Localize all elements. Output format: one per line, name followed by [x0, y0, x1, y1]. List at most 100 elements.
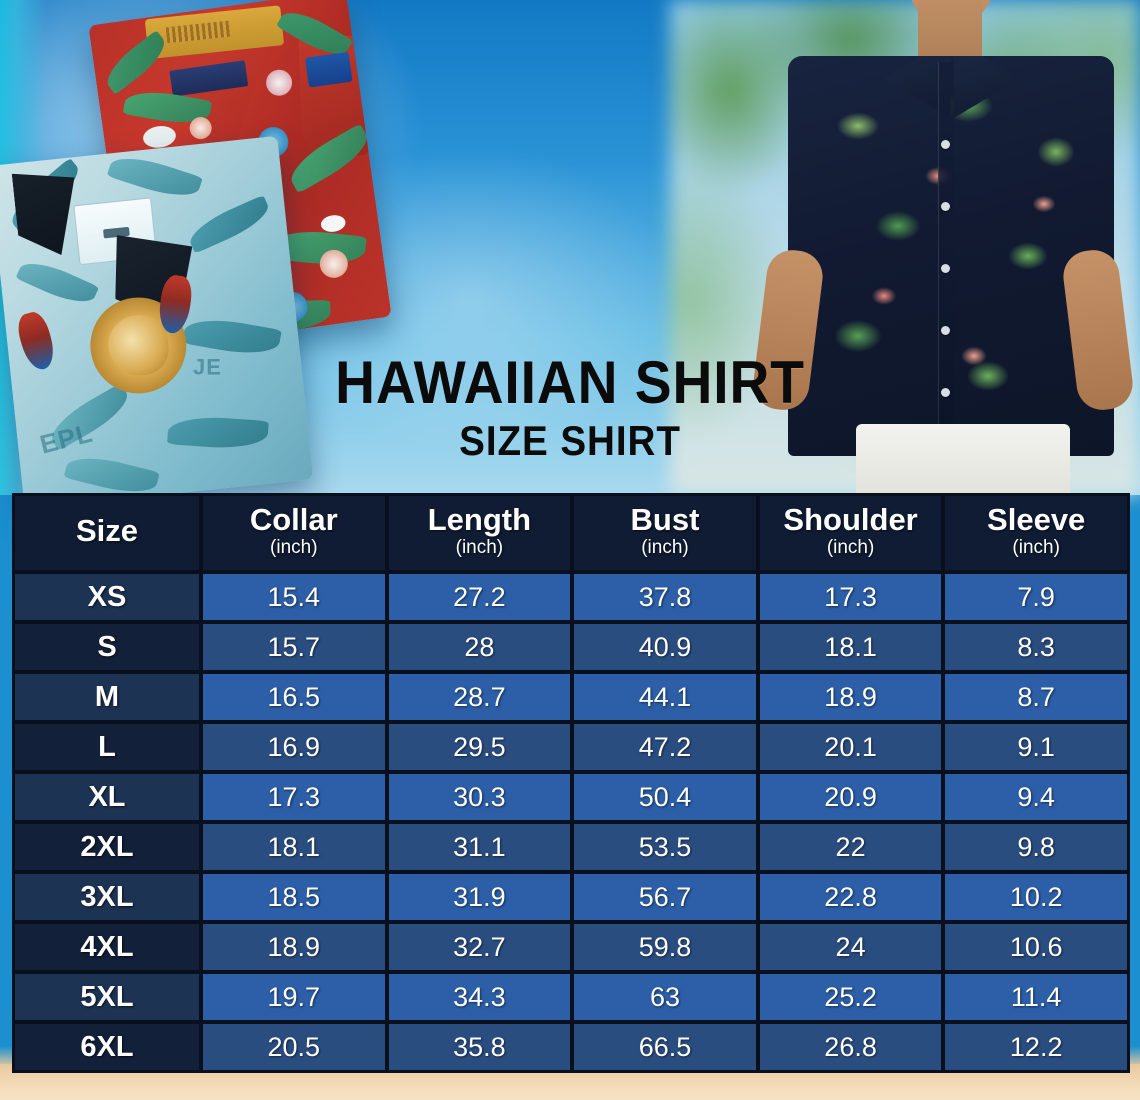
model-photo	[740, 0, 1140, 498]
cell-size: XL	[14, 773, 200, 821]
column-header-shoulder-unit: (inch)	[826, 537, 875, 558]
cell-collar: 20.5	[202, 1023, 386, 1071]
cell-sleeve: 8.7	[944, 673, 1128, 721]
cell-sleeve: 9.1	[944, 723, 1128, 771]
cell-sleeve: 9.8	[944, 823, 1128, 871]
cell-shoulder: 24	[758, 923, 943, 971]
cell-size: 4XL	[14, 923, 200, 971]
cell-size: 6XL	[14, 1023, 200, 1071]
red-shirt-badge	[304, 51, 353, 88]
cell-bust: 66.5	[573, 1023, 757, 1071]
column-header-bust-label: Bust	[630, 502, 700, 537]
model-shirt-placket	[938, 62, 954, 442]
cell-length: 31.1	[387, 823, 572, 871]
table-row: 4XL 18.9 32.7 59.8 24 10.6	[14, 923, 1128, 971]
cell-bust: 56.7	[573, 873, 757, 921]
cell-sleeve: 7.9	[944, 573, 1128, 621]
cell-size: 5XL	[14, 973, 200, 1021]
cell-shoulder: 22.8	[758, 873, 943, 921]
cell-length: 31.9	[387, 873, 572, 921]
cell-length: 29.5	[387, 723, 572, 771]
cell-shoulder: 18.1	[758, 623, 943, 671]
cell-bust: 47.2	[573, 723, 757, 771]
cell-length: 32.7	[387, 923, 572, 971]
cell-bust: 50.4	[573, 773, 757, 821]
table-header: Size Collar (inch) Length (inch) Bust (i…	[14, 495, 1128, 571]
cell-sleeve: 9.4	[944, 773, 1128, 821]
cell-shoulder: 18.9	[758, 673, 943, 721]
cell-sleeve: 8.3	[944, 623, 1128, 671]
cell-bust: 53.5	[573, 823, 757, 871]
cell-collar: 15.4	[202, 573, 386, 621]
column-header-bust-unit: (inch)	[641, 537, 689, 558]
column-header-sleeve: Sleeve (inch)	[944, 495, 1128, 571]
cell-shoulder: 20.9	[758, 773, 943, 821]
cell-collar: 16.9	[202, 723, 386, 771]
size-chart-container: Size Collar (inch) Length (inch) Bust (i…	[12, 493, 1130, 1073]
cell-size: 3XL	[14, 873, 200, 921]
model-white-shorts	[856, 424, 1070, 498]
cell-shoulder: 20.1	[758, 723, 943, 771]
header-row: Size Collar (inch) Length (inch) Bust (i…	[14, 495, 1128, 571]
cell-shoulder: 26.8	[758, 1023, 943, 1071]
cell-bust: 44.1	[573, 673, 757, 721]
cell-collar: 18.1	[202, 823, 386, 871]
cell-collar: 15.7	[202, 623, 386, 671]
cell-length: 30.3	[387, 773, 572, 821]
cell-size: 2XL	[14, 823, 200, 871]
column-header-length-label: Length	[427, 502, 532, 537]
cell-collar: 18.9	[202, 923, 386, 971]
size-chart-table: Size Collar (inch) Length (inch) Bust (i…	[12, 493, 1130, 1073]
column-header-bust: Bust (inch)	[573, 495, 757, 571]
cell-sleeve: 10.2	[944, 873, 1128, 921]
cell-bust: 63	[573, 973, 757, 1021]
table-body: XS 15.4 27.2 37.8 17.3 7.9 S 15.7 28 40.9 18.1 8.3 M…	[14, 573, 1128, 1071]
table-row: M 16.5 28.7 44.1 18.9 8.7	[14, 673, 1128, 721]
blue-hawaiian-shirt: EPL JE	[0, 135, 314, 510]
cell-shoulder: 17.3	[758, 573, 943, 621]
cell-sleeve: 12.2	[944, 1023, 1128, 1071]
cell-length: 28	[387, 623, 572, 671]
table-row: S 15.7 28 40.9 18.1 8.3	[14, 623, 1128, 671]
cell-size: XS	[14, 573, 200, 621]
folded-shirts-photo: EPL JE	[0, 0, 420, 510]
cell-collar: 16.5	[202, 673, 386, 721]
cell-size: L	[14, 723, 200, 771]
table-row: XL 17.3 30.3 50.4 20.9 9.4	[14, 773, 1128, 821]
parrot-motif-left	[13, 309, 59, 374]
table-row: 6XL 20.5 35.8 66.5 26.8 12.2	[14, 1023, 1128, 1071]
column-header-sleeve-unit: (inch)	[1012, 537, 1060, 558]
cell-bust: 40.9	[573, 623, 757, 671]
cell-collar: 19.7	[202, 973, 386, 1021]
cell-size: M	[14, 673, 200, 721]
cell-length: 28.7	[387, 673, 572, 721]
column-header-sleeve-label: Sleeve	[987, 502, 1086, 537]
model-hawaiian-shirt	[788, 56, 1114, 456]
table-row: XS 15.4 27.2 37.8 17.3 7.9	[14, 573, 1128, 621]
cell-bust: 59.8	[573, 923, 757, 971]
column-header-collar: Collar (inch)	[202, 495, 386, 571]
table-row: 3XL 18.5 31.9 56.7 22.8 10.2	[14, 873, 1128, 921]
cell-length: 27.2	[387, 573, 572, 621]
column-header-shoulder-label: Shoulder	[783, 502, 918, 537]
cell-length: 35.8	[387, 1023, 572, 1071]
column-header-shoulder: Shoulder (inch)	[758, 495, 943, 571]
table-row: 5XL 19.7 34.3 63 25.2 11.4	[14, 973, 1128, 1021]
cell-collar: 17.3	[202, 773, 386, 821]
cell-collar: 18.5	[202, 873, 386, 921]
cell-sleeve: 11.4	[944, 973, 1128, 1021]
table-row: L 16.9 29.5 47.2 20.1 9.1	[14, 723, 1128, 771]
cell-length: 34.3	[387, 973, 572, 1021]
cell-bust: 37.8	[573, 573, 757, 621]
column-header-collar-unit: (inch)	[270, 537, 318, 558]
cell-shoulder: 25.2	[758, 973, 943, 1021]
table-row: 2XL 18.1 31.1 53.5 22 9.8	[14, 823, 1128, 871]
cell-sleeve: 10.6	[944, 923, 1128, 971]
column-header-length: Length (inch)	[387, 495, 572, 571]
model-shirt-collar-right	[954, 56, 1020, 118]
column-header-collar-label: Collar	[249, 502, 338, 537]
column-header-size: Size	[14, 495, 200, 571]
column-header-size-label: Size	[75, 513, 139, 548]
blue-shirt-collar-left	[12, 167, 83, 259]
